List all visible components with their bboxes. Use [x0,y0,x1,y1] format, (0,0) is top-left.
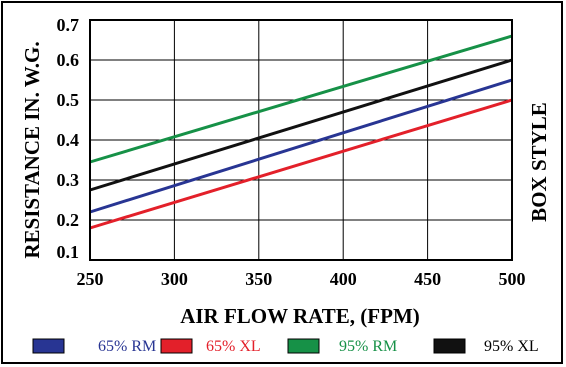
legend-swatch [287,338,320,354]
series-line [89,78,513,214]
y-tick-label: 0.2 [57,210,80,230]
y-tick-label: 0.4 [57,130,80,150]
legend-label: 65% XL [206,338,261,355]
side-title: BOX STYLE [527,102,551,222]
y-tick-label: 0.7 [57,15,80,35]
x-tick-label: 500 [499,269,526,289]
series-line [89,58,513,192]
legend-label: 65% RM [98,338,156,355]
x-tick-label: 300 [161,269,188,289]
legend-swatch [32,338,65,354]
series-lines [89,34,513,230]
tick-labels: 250 300 350 400 450 500 0.1 0.2 0.3 0.4 0.5 0.6 0.7 [57,15,526,289]
legend-label: 95% RM [339,338,397,355]
y-tick-label: 0.1 [57,242,80,262]
y-tick-label: 0.6 [57,50,80,70]
legend-swatch [433,338,466,354]
plot-border [89,19,513,261]
x-tick-label: 250 [77,269,104,289]
legend: 65% RM 65% XL 95% RM 95% XL [32,338,539,355]
series-line [89,34,513,164]
y-axis-title: RESISTANCE IN. W.G. [20,41,44,258]
y-tick-label: 0.3 [57,170,80,190]
x-axis-title: AIR FLOW RATE, (FPM) [180,304,420,328]
x-tick-label: 350 [245,269,272,289]
y-tick-label: 0.5 [57,90,80,110]
x-tick-label: 450 [414,269,441,289]
legend-label: 95% XL [484,338,539,355]
x-tick-label: 400 [330,269,357,289]
legend-swatch [160,338,193,354]
series-line [89,98,513,230]
